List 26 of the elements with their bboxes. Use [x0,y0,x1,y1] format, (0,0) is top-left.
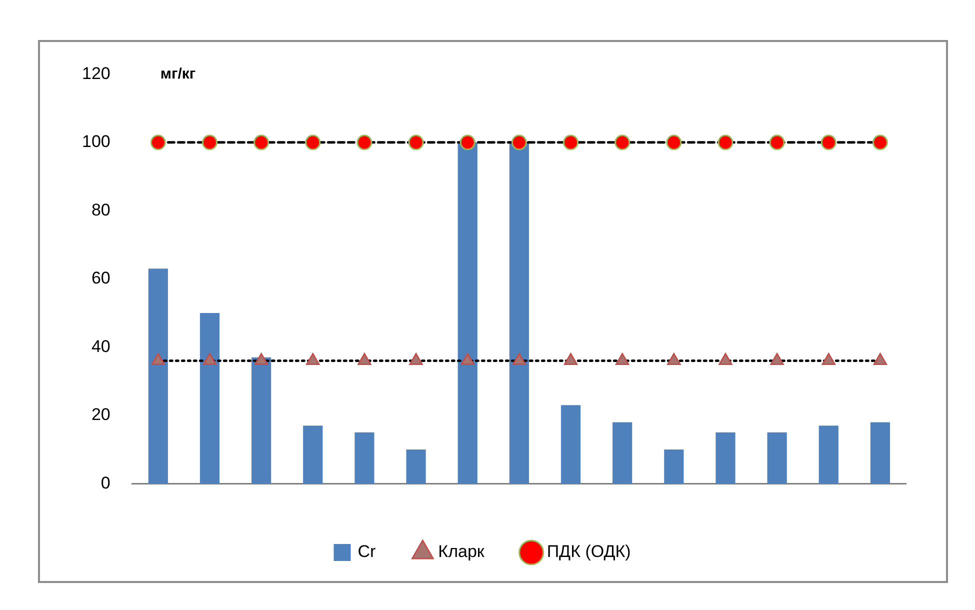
bar [509,142,529,484]
bar [458,142,478,484]
bar [767,432,787,484]
bar [354,432,374,484]
y-tick-label: 60 [91,268,110,288]
bar [148,268,168,484]
legend-label: Кларк [438,542,485,562]
bar [406,449,426,484]
legend-label: Cr [358,542,376,562]
y-tick-label: 80 [91,200,110,220]
bar [818,426,838,484]
bar [252,357,272,484]
bar [560,405,581,484]
bar [303,426,323,484]
bar [664,449,684,484]
bar [612,422,632,484]
y-tick-label: 40 [91,336,110,356]
bar [870,422,890,484]
y-tick-label: 120 [82,64,110,83]
y-tick-label: 100 [82,132,110,152]
legend-label: ПДК (ОДК) [546,542,631,562]
y-tick-label: 0 [100,473,110,492]
bar [200,313,220,484]
y-tick-label: 20 [91,405,110,424]
bar [716,432,736,484]
y-axis-title: мг/кг [160,65,196,82]
